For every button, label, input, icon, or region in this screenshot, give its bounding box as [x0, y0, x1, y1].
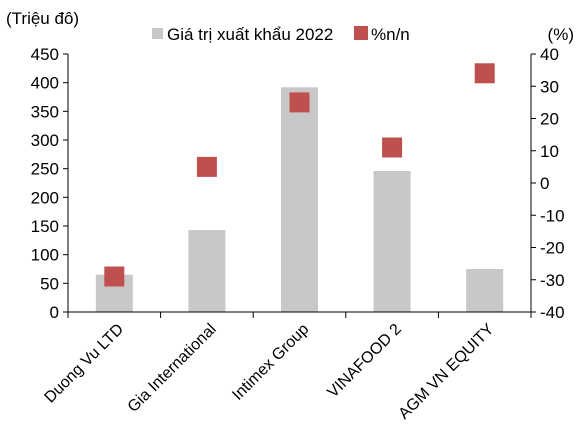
marker-point [196, 156, 217, 177]
category-label: AGM VN EQUITY [396, 321, 498, 423]
right-tick-label: 30 [540, 77, 559, 96]
legend: Giá trị xuất khẩu 2022 %n/n [152, 25, 410, 44]
right-tick-label: 0 [540, 174, 549, 193]
right-tick-label: 20 [540, 110, 559, 129]
left-tick-label: 350 [31, 102, 59, 121]
marker-point [382, 137, 403, 158]
legend-bar-swatch [152, 28, 163, 39]
left-tick-label: 150 [31, 217, 59, 236]
left-axis-ticks: 0 50 100 150 200 250 300 350 400 450 [31, 45, 68, 322]
left-axis-unit-label: (Triệu đô) [6, 9, 79, 28]
left-tick-label: 50 [40, 274, 59, 293]
right-tick-label: -30 [540, 271, 565, 290]
right-axis-unit-label: (%) [548, 25, 574, 44]
right-tick-label: 10 [540, 142, 559, 161]
legend-bar-label: Giá trị xuất khẩu 2022 [167, 25, 333, 44]
right-tick-label: -10 [540, 206, 565, 225]
bar [373, 171, 411, 312]
right-tick-label: -40 [540, 303, 565, 322]
category-label: Gia International [125, 321, 220, 416]
marker-point [289, 92, 310, 113]
right-axis-ticks: -40 -30 -20 -10 0 10 20 30 40 [531, 45, 565, 322]
bar [281, 87, 318, 312]
legend-marker-label: %n/n [371, 25, 410, 44]
bar-series [95, 87, 504, 312]
left-tick-label: 250 [31, 160, 59, 179]
left-tick-label: 300 [31, 131, 59, 150]
marker-point [474, 63, 495, 84]
left-tick-label: 0 [50, 303, 59, 322]
legend-marker-swatch [354, 26, 368, 40]
left-tick-label: 400 [31, 74, 59, 93]
left-tick-label: 100 [31, 246, 59, 265]
bar [466, 269, 504, 312]
category-label: VINAFOOD 2 [324, 321, 405, 402]
bar [188, 230, 226, 312]
left-tick-label: 450 [31, 45, 59, 64]
left-tick-label: 200 [31, 188, 59, 207]
right-tick-label: 40 [540, 45, 559, 64]
category-label: Intimex Group [229, 321, 312, 404]
category-label: Duong Vu LTD [42, 321, 128, 407]
marker-series [104, 63, 495, 287]
right-tick-label: -20 [540, 239, 565, 258]
marker-point [104, 266, 125, 287]
